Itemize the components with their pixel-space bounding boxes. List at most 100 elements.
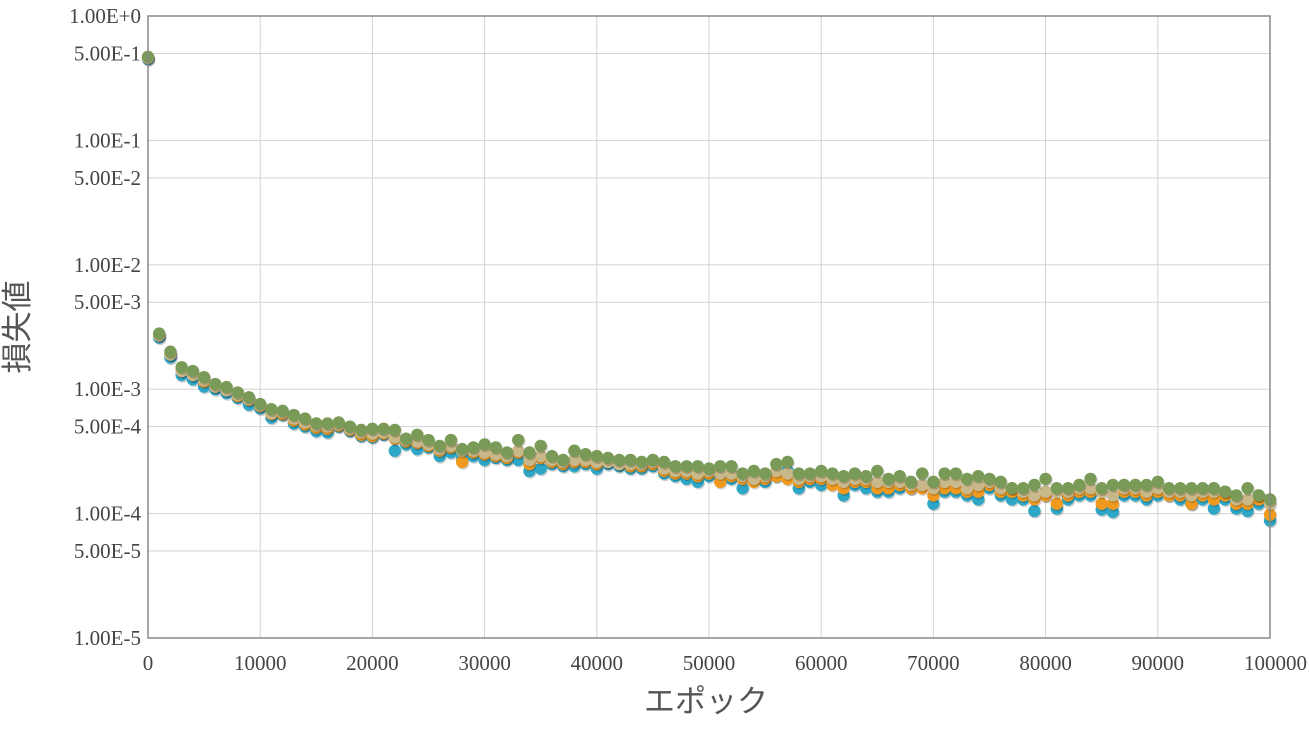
data-point bbox=[792, 467, 805, 480]
data-point bbox=[366, 422, 379, 436]
data-point bbox=[579, 448, 592, 461]
data-point bbox=[321, 417, 334, 430]
data-point bbox=[1196, 482, 1209, 495]
data-point bbox=[512, 433, 525, 447]
data-point bbox=[972, 469, 985, 483]
data-point bbox=[1050, 482, 1064, 495]
y-tick-label: 1.00E-4 bbox=[74, 502, 142, 526]
data-point bbox=[388, 444, 402, 457]
data-point bbox=[1039, 485, 1052, 498]
data-point bbox=[1028, 489, 1041, 502]
y-tick-label: 5.00E-3 bbox=[74, 290, 141, 314]
data-point bbox=[927, 475, 940, 489]
data-point bbox=[242, 391, 256, 404]
data-point bbox=[276, 404, 289, 418]
data-point bbox=[803, 467, 817, 480]
data-point bbox=[826, 467, 839, 480]
data-point bbox=[871, 475, 884, 489]
x-tick-label: 90000 bbox=[1132, 651, 1185, 675]
data-point bbox=[545, 449, 559, 463]
x-tick-label: 100000 bbox=[1244, 651, 1307, 675]
y-tick-label: 1.00E-1 bbox=[74, 128, 141, 152]
data-point bbox=[871, 464, 884, 478]
data-point bbox=[960, 482, 974, 495]
y-axis-title: 損失値 bbox=[0, 281, 36, 374]
data-point bbox=[388, 423, 402, 437]
y-tick-label: 5.00E-5 bbox=[74, 539, 141, 563]
data-point bbox=[1207, 482, 1221, 495]
y-tick-label: 5.00E-4 bbox=[74, 415, 142, 439]
data-point bbox=[1185, 482, 1198, 495]
data-point bbox=[882, 472, 895, 486]
data-point bbox=[848, 467, 862, 480]
data-point bbox=[938, 467, 951, 480]
data-point bbox=[568, 444, 581, 457]
data-point bbox=[377, 422, 390, 436]
data-point bbox=[399, 432, 413, 445]
data-point bbox=[960, 472, 974, 486]
data-point bbox=[1252, 489, 1265, 502]
data-point bbox=[949, 467, 963, 480]
data-point bbox=[1016, 482, 1030, 495]
plot-frame bbox=[147, 15, 1271, 639]
data-point bbox=[175, 361, 188, 374]
data-point bbox=[680, 460, 693, 473]
data-point bbox=[433, 439, 446, 453]
data-point bbox=[725, 460, 738, 473]
x-tick-label: 60000 bbox=[795, 651, 848, 675]
data-point bbox=[781, 467, 794, 480]
data-point bbox=[422, 433, 435, 447]
data-point bbox=[837, 469, 850, 483]
data-point bbox=[972, 478, 985, 492]
data-point bbox=[657, 455, 671, 469]
data-point bbox=[1230, 489, 1243, 502]
data-point bbox=[298, 412, 312, 425]
data-point bbox=[736, 467, 749, 480]
data-point bbox=[635, 455, 648, 469]
data-point bbox=[534, 462, 547, 475]
data-point bbox=[343, 420, 357, 433]
x-tick-label: 40000 bbox=[571, 651, 624, 675]
x-tick-label: 20000 bbox=[346, 651, 399, 675]
data-point bbox=[332, 416, 345, 429]
data-point bbox=[1095, 482, 1108, 495]
x-tick-label: 10000 bbox=[234, 651, 287, 675]
data-point bbox=[770, 457, 783, 471]
data-point bbox=[983, 472, 996, 486]
series-4 bbox=[141, 50, 1278, 508]
data-point bbox=[714, 460, 727, 473]
data-point bbox=[1174, 482, 1187, 495]
x-tick-label: 50000 bbox=[683, 651, 736, 675]
data-point bbox=[478, 438, 491, 451]
data-points bbox=[141, 50, 1278, 529]
data-point bbox=[209, 377, 222, 391]
data-point bbox=[197, 370, 211, 384]
data-point bbox=[1084, 482, 1097, 495]
data-point bbox=[1106, 478, 1120, 492]
data-point bbox=[1073, 478, 1086, 492]
y-tick-label: 1.00E+0 bbox=[69, 4, 141, 28]
data-point bbox=[915, 478, 929, 492]
y-tick-label: 1.00E-3 bbox=[74, 377, 141, 401]
data-point bbox=[568, 453, 581, 467]
data-point bbox=[1207, 502, 1221, 515]
x-tick-label: 70000 bbox=[907, 651, 960, 675]
x-axis-ticks: 0 10000 20000 30000 40000 50000 60000 70000 8000… bbox=[143, 651, 1307, 675]
data-point bbox=[500, 446, 514, 459]
data-point bbox=[1162, 482, 1176, 495]
data-point bbox=[186, 364, 200, 378]
data-point bbox=[691, 460, 704, 473]
data-point bbox=[1095, 497, 1108, 510]
data-point bbox=[904, 475, 918, 489]
data-point bbox=[1241, 482, 1254, 495]
data-point bbox=[444, 433, 458, 447]
data-point bbox=[231, 386, 244, 399]
data-point bbox=[859, 469, 873, 483]
data-point bbox=[1028, 504, 1041, 518]
data-point bbox=[994, 475, 1007, 489]
data-point bbox=[153, 327, 166, 340]
data-point bbox=[736, 482, 749, 495]
data-point bbox=[1129, 478, 1142, 492]
data-point bbox=[287, 408, 301, 422]
